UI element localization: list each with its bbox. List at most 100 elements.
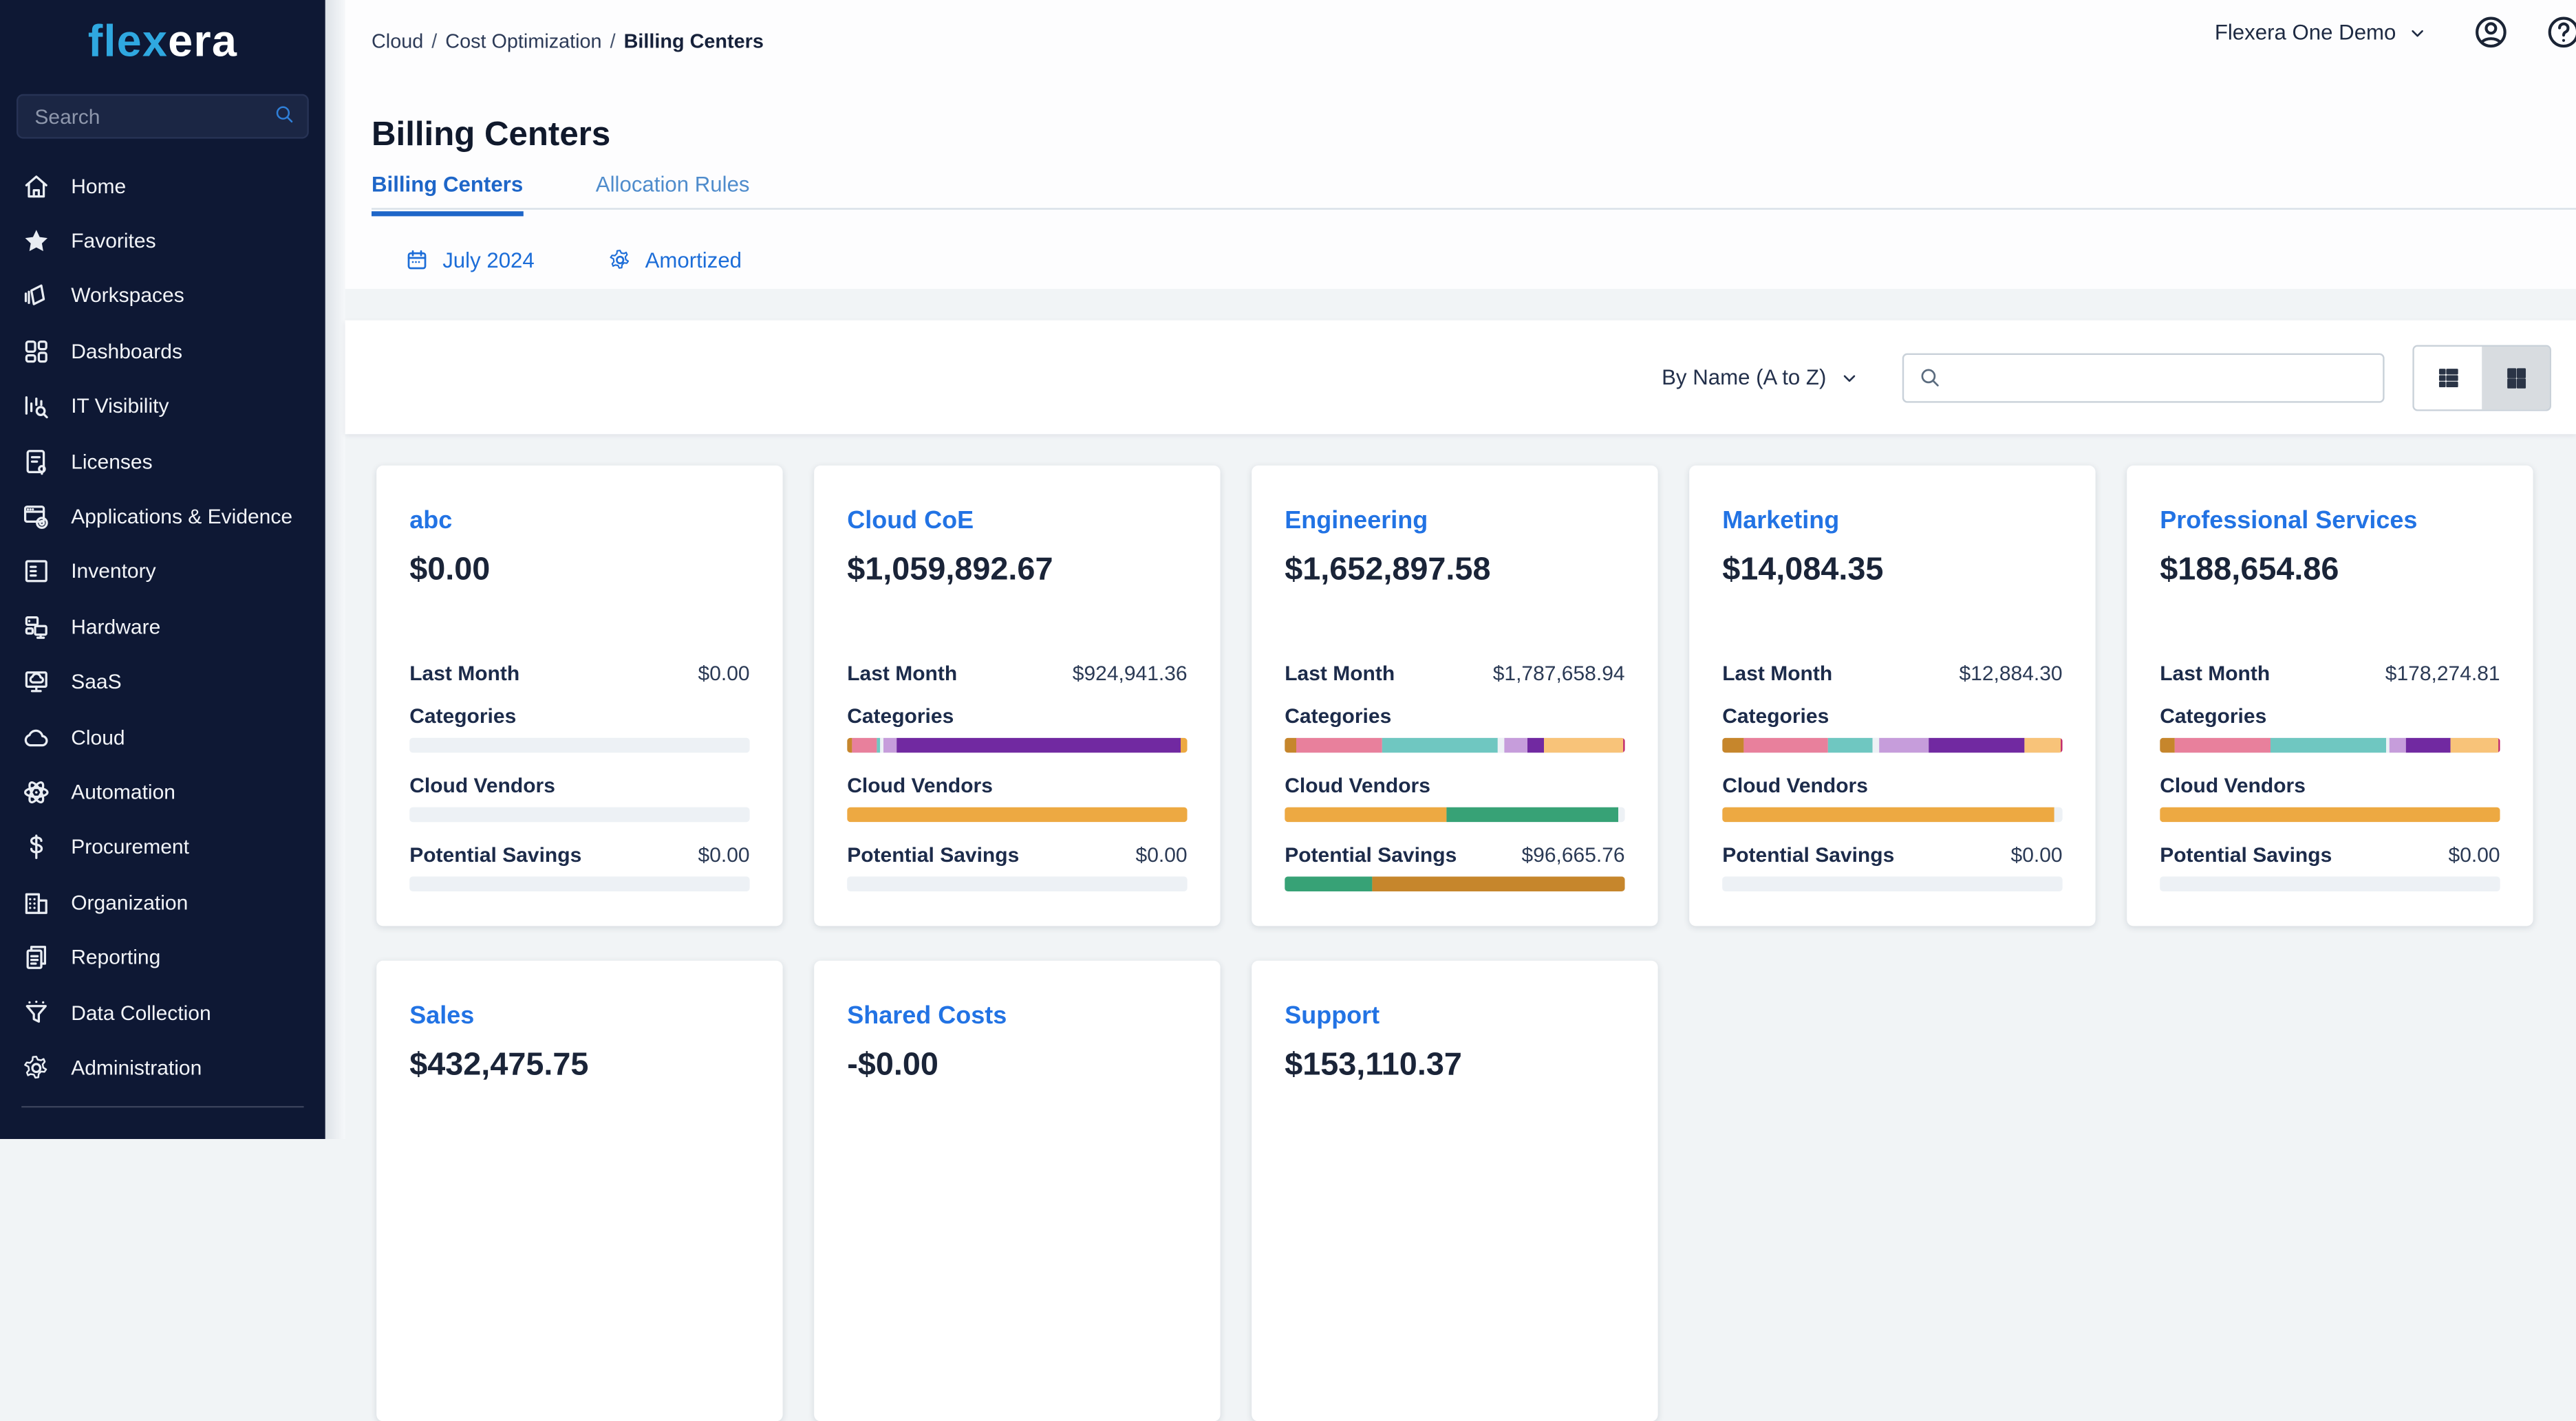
- card-stats: Last Month $12,884.30 Categories Cloud Vend…: [1722, 662, 2063, 891]
- billing-center-link[interactable]: Cloud CoE: [847, 506, 974, 535]
- stat-value: $178,274.81: [2385, 662, 2500, 686]
- stat-label: Last Month: [847, 662, 958, 686]
- sidebar-item-reporting[interactable]: Reporting: [0, 930, 325, 985]
- sidebar-item-hardware[interactable]: Hardware: [0, 600, 325, 655]
- categories-bar-segment-pink: [1744, 737, 1828, 753]
- tabs-divider: [372, 208, 2576, 210]
- categories-bar-segment-lavender: [1504, 737, 1527, 753]
- categories-bar-segment-peach: [2450, 737, 2498, 753]
- stat-label: Categories: [847, 704, 954, 728]
- billing-center-link[interactable]: abc: [409, 506, 453, 535]
- categories-bar: [2160, 737, 2500, 753]
- building-icon: [21, 888, 51, 918]
- tab-allocation-rules[interactable]: Allocation Rules: [595, 171, 750, 197]
- sort-dropdown[interactable]: By Name (A to Z): [1662, 365, 1861, 389]
- billing-center-link[interactable]: Sales: [409, 1001, 475, 1030]
- org-selector[interactable]: Flexera One Demo: [2215, 20, 2429, 45]
- sidebar-item-it-visibility[interactable]: IT Visibility: [0, 379, 325, 434]
- sidebar-item-home[interactable]: Home: [0, 158, 325, 213]
- potential-savings-bar: [2160, 876, 2500, 891]
- billing-center-amount: $1,652,897.58: [1285, 551, 1491, 588]
- main-content: Cloud / Cost Optimization / Billing Centers …: [345, 0, 2576, 1421]
- stat-row: Potential Savings $0.00: [409, 843, 749, 867]
- sidebar-item-favorites[interactable]: Favorites: [0, 214, 325, 269]
- stat-value: $96,665.76: [1521, 843, 1625, 867]
- stat-value: $0.00: [2448, 843, 2500, 867]
- sidebar-item-label: Applications & Evidence: [71, 505, 293, 529]
- billing-center-amount: -$0.00: [847, 1046, 938, 1083]
- sidebar-item-applications-evidence[interactable]: Applications & Evidence: [0, 489, 325, 544]
- stat-label: Last Month: [1285, 662, 1395, 686]
- stat-row: Cloud Vendors: [409, 774, 749, 798]
- list-view-button[interactable]: [2414, 345, 2482, 409]
- breadcrumb-link[interactable]: Cloud: [372, 30, 424, 53]
- billing-center-card-marketing: Marketing $14,084.35 Last Month $12,884.30 C…: [1689, 465, 2096, 926]
- billing-center-link[interactable]: Engineering: [1285, 506, 1428, 535]
- toolbar-search-input[interactable]: [1902, 352, 2385, 402]
- sidebar-item-licenses[interactable]: Licenses: [0, 434, 325, 489]
- potential-savings-bar: [1722, 876, 2063, 891]
- flexera-logo[interactable]: flexera: [0, 17, 325, 67]
- card-stats: Last Month $1,787,658.94 Categories Cloud V…: [1285, 662, 1625, 891]
- categories-bar-segment-track: [1498, 737, 1505, 753]
- sidebar-item-data-collection[interactable]: Data Collection: [0, 985, 325, 1040]
- stat-label: Categories: [1722, 704, 1829, 728]
- potential-savings-bar: [847, 876, 1188, 891]
- stat-row: Categories: [1285, 705, 1624, 728]
- breadcrumb-link[interactable]: Cost Optimization: [445, 30, 602, 53]
- breadcrumb-separator: /: [431, 30, 438, 53]
- categories-bar-segment-teal: [876, 737, 881, 753]
- billing-center-card-abc: abc $0.00 Last Month $0.00 Categories Cloud V…: [376, 465, 783, 926]
- account-icon[interactable]: [2472, 13, 2510, 51]
- categories-bar-segment-pink: [851, 737, 877, 753]
- billing-center-cards-grid: abc $0.00 Last Month $0.00 Categories Cloud V…: [376, 465, 2576, 1421]
- categories-bar-segment-magenta: [1622, 737, 1625, 753]
- sidebar-item-procurement[interactable]: Procurement: [0, 820, 325, 875]
- sidebar-item-label: Reporting: [71, 946, 161, 970]
- logo-part-era: era: [168, 17, 238, 66]
- month-filter[interactable]: July 2024: [405, 248, 535, 272]
- stat-row: Cloud Vendors: [1722, 774, 2062, 798]
- categories-bar-segment-teal: [1827, 737, 1872, 753]
- sidebar-item-organization[interactable]: Organization: [0, 875, 325, 930]
- sidebar-item-label: Licenses: [71, 450, 153, 473]
- stat-row: Cloud Vendors: [847, 774, 1187, 798]
- stat-label: Cloud Vendors: [1285, 774, 1430, 798]
- sidebar-item-administration[interactable]: Administration: [0, 1041, 325, 1096]
- cloud-vendors-bar-segment-orange: [1285, 807, 1447, 823]
- potential-savings-bar-segment-green: [1285, 876, 1373, 891]
- categories-bar-segment-lavender: [2389, 737, 2406, 753]
- billing-center-amount: $153,110.37: [1285, 1046, 1462, 1083]
- cost-type-filter[interactable]: Amortized: [607, 248, 742, 272]
- billing-center-link[interactable]: Shared Costs: [847, 1001, 1007, 1030]
- billing-center-amount: $432,475.75: [409, 1046, 589, 1083]
- billing-center-card-shared-costs: Shared Costs -$0.00: [814, 960, 1221, 1421]
- home-icon: [21, 171, 51, 201]
- sidebar: flexera Home Favorites Workspaces Dashboard…: [0, 0, 325, 1140]
- sidebar-item-inventory[interactable]: Inventory: [0, 544, 325, 599]
- license-document-icon: [21, 447, 51, 477]
- categories-bar-segment-teal: [2270, 737, 2386, 753]
- cloud-vendors-bar: [1722, 807, 2063, 823]
- categories-bar-segment-lavender: [1879, 737, 1929, 753]
- calendar-icon: [405, 248, 429, 272]
- potential-savings-bar-segment-ochre: [1372, 876, 1625, 891]
- sidebar-item-cloud[interactable]: Cloud: [0, 710, 325, 765]
- billing-center-link[interactable]: Support: [1285, 1001, 1380, 1030]
- billing-center-link[interactable]: Professional Services: [2160, 506, 2418, 535]
- grid-view-button[interactable]: [2482, 345, 2550, 409]
- billing-center-card-engineering: Engineering $1,652,897.58 Last Month $1,787…: [1252, 465, 1658, 926]
- billing-center-link[interactable]: Marketing: [1722, 506, 1840, 535]
- billing-center-amount: $0.00: [409, 551, 491, 588]
- sidebar-item-dashboards[interactable]: Dashboards: [0, 324, 325, 379]
- sidebar-search-input[interactable]: [17, 94, 309, 139]
- sidebar-item-saas[interactable]: SaaS: [0, 655, 325, 710]
- tab-billing-centers[interactable]: Billing Centers: [372, 172, 524, 217]
- sidebar-item-workspaces[interactable]: Workspaces: [0, 269, 325, 324]
- sidebar-item-label: Hardware: [71, 615, 161, 639]
- categories-bar-segment-purple: [1527, 737, 1545, 753]
- stat-label: Potential Savings: [1285, 843, 1457, 867]
- sidebar-item-automation[interactable]: Automation: [0, 765, 325, 820]
- help-icon[interactable]: [2544, 13, 2576, 51]
- billing-center-amount: $14,084.35: [1722, 551, 1884, 588]
